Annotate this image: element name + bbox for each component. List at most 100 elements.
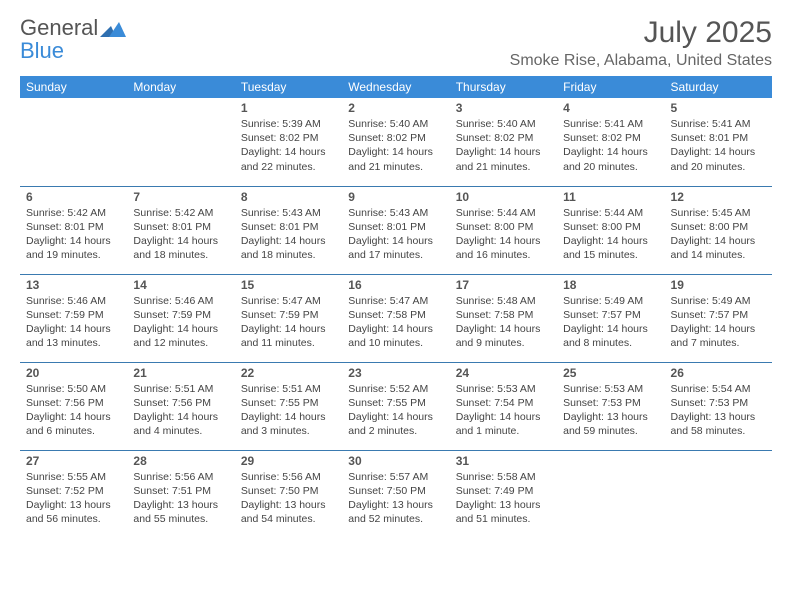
- calendar-cell: 27 Sunrise: 5:55 AMSunset: 7:52 PMDayligh…: [20, 450, 127, 538]
- day-number: 12: [671, 190, 766, 204]
- day-detail: Sunrise: 5:46 AMSunset: 7:59 PMDaylight:…: [26, 294, 121, 351]
- calendar-cell: 5 Sunrise: 5:41 AMSunset: 8:01 PMDaylight…: [665, 98, 772, 186]
- day-number: 17: [456, 278, 551, 292]
- day-detail: Sunrise: 5:39 AMSunset: 8:02 PMDaylight:…: [241, 117, 336, 174]
- day-number: 26: [671, 366, 766, 380]
- day-detail: Sunrise: 5:51 AMSunset: 7:56 PMDaylight:…: [133, 382, 228, 439]
- day-detail: Sunrise: 5:54 AMSunset: 7:53 PMDaylight:…: [671, 382, 766, 439]
- day-number: 31: [456, 454, 551, 468]
- day-number: 23: [348, 366, 443, 380]
- day-detail: Sunrise: 5:44 AMSunset: 8:00 PMDaylight:…: [456, 206, 551, 263]
- day-number: 25: [563, 366, 658, 380]
- logo: GeneralBlue: [20, 16, 126, 62]
- day-detail: Sunrise: 5:45 AMSunset: 8:00 PMDaylight:…: [671, 206, 766, 263]
- day-number: 28: [133, 454, 228, 468]
- day-detail: Sunrise: 5:46 AMSunset: 7:59 PMDaylight:…: [133, 294, 228, 351]
- day-number: 9: [348, 190, 443, 204]
- day-number: 30: [348, 454, 443, 468]
- calendar-cell: 2Sunrise: 5:40 AMSunset: 8:02 PMDaylight…: [342, 98, 449, 186]
- title-block: July 2025 Smoke Rise, Alabama, United St…: [510, 16, 772, 70]
- calendar-cell: [20, 98, 127, 186]
- logo-text-1: General: [20, 15, 98, 40]
- day-detail: Sunrise: 5:58 AMSunset: 7:49 PMDaylight:…: [456, 470, 551, 527]
- day-number: 18: [563, 278, 658, 292]
- calendar-cell: 26 Sunrise: 5:54 AMSunset: 7:53 PMDayligh…: [665, 362, 772, 450]
- day-detail: Sunrise: 5:55 AMSunset: 7:52 PMDaylight:…: [26, 470, 121, 527]
- calendar-header-row: SundayMondayTuesdayWednesdayThursdayFrid…: [20, 76, 772, 98]
- day-detail: Sunrise: 5:43 AMSunset: 8:01 PMDaylight:…: [241, 206, 336, 263]
- day-detail: Sunrise: 5:50 AMSunset: 7:56 PMDaylight:…: [26, 382, 121, 439]
- calendar-cell: 30 Sunrise: 5:57 AMSunset: 7:50 PMDayligh…: [342, 450, 449, 538]
- calendar-cell: [127, 98, 234, 186]
- weekday-header: Saturday: [665, 76, 772, 98]
- day-number: 11: [563, 190, 658, 204]
- day-number: 3: [456, 101, 551, 115]
- day-number: 14: [133, 278, 228, 292]
- day-number: 20: [26, 366, 121, 380]
- weekday-header: Sunday: [20, 76, 127, 98]
- logo-mark-icon: [100, 18, 126, 36]
- weekday-header: Monday: [127, 76, 234, 98]
- weekday-header: Tuesday: [235, 76, 342, 98]
- day-detail: Sunrise: 5:52 AMSunset: 7:55 PMDaylight:…: [348, 382, 443, 439]
- day-detail: Sunrise: 5:47 AMSunset: 7:59 PMDaylight:…: [241, 294, 336, 351]
- day-detail: Sunrise: 5:42 AMSunset: 8:01 PMDaylight:…: [133, 206, 228, 263]
- day-detail: Sunrise: 5:56 AMSunset: 7:50 PMDaylight:…: [241, 470, 336, 527]
- calendar-cell: 4Sunrise: 5:41 AMSunset: 8:02 PMDaylight…: [557, 98, 664, 186]
- calendar-table: SundayMondayTuesdayWednesdayThursdayFrid…: [20, 76, 772, 538]
- calendar-cell: 24 Sunrise: 5:53 AMSunset: 7:54 PMDayligh…: [450, 362, 557, 450]
- calendar-cell: 21 Sunrise: 5:51 AMSunset: 7:56 PMDayligh…: [127, 362, 234, 450]
- day-detail: Sunrise: 5:43 AMSunset: 8:01 PMDaylight:…: [348, 206, 443, 263]
- calendar-cell: 17 Sunrise: 5:48 AMSunset: 7:58 PMDayligh…: [450, 274, 557, 362]
- calendar-cell: 20 Sunrise: 5:50 AMSunset: 7:56 PMDayligh…: [20, 362, 127, 450]
- day-number: 27: [26, 454, 121, 468]
- calendar-cell: 23 Sunrise: 5:52 AMSunset: 7:55 PMDayligh…: [342, 362, 449, 450]
- day-detail: Sunrise: 5:40 AMSunset: 8:02 PMDaylight:…: [456, 117, 551, 174]
- calendar-cell: 7 Sunrise: 5:42 AMSunset: 8:01 PMDaylight…: [127, 186, 234, 274]
- calendar-cell: 19Sunrise: 5:49 AMSunset: 7:57 PMDayligh…: [665, 274, 772, 362]
- calendar-cell: 3 Sunrise: 5:40 AMSunset: 8:02 PMDaylight…: [450, 98, 557, 186]
- day-detail: Sunrise: 5:53 AMSunset: 7:54 PMDaylight:…: [456, 382, 551, 439]
- day-number: 5: [671, 101, 766, 115]
- calendar-cell: 25 Sunrise: 5:53 AMSunset: 7:53 PMDayligh…: [557, 362, 664, 450]
- calendar-cell: 13 Sunrise: 5:46 AMSunset: 7:59 PMDayligh…: [20, 274, 127, 362]
- day-detail: Sunrise: 5:42 AMSunset: 8:01 PMDaylight:…: [26, 206, 121, 263]
- day-detail: Sunrise: 5:41 AMSunset: 8:01 PMDaylight:…: [671, 117, 766, 174]
- day-number: 24: [456, 366, 551, 380]
- calendar-cell: [557, 450, 664, 538]
- day-detail: Sunrise: 5:44 AMSunset: 8:00 PMDaylight:…: [563, 206, 658, 263]
- calendar-cell: 15Sunrise: 5:47 AMSunset: 7:59 PMDayligh…: [235, 274, 342, 362]
- day-number: 13: [26, 278, 121, 292]
- calendar-cell: 18Sunrise: 5:49 AMSunset: 7:57 PMDayligh…: [557, 274, 664, 362]
- weekday-header: Wednesday: [342, 76, 449, 98]
- day-number: 19: [671, 278, 766, 292]
- day-number: 21: [133, 366, 228, 380]
- calendar-cell: 22Sunrise: 5:51 AMSunset: 7:55 PMDayligh…: [235, 362, 342, 450]
- calendar-cell: 10Sunrise: 5:44 AMSunset: 8:00 PMDayligh…: [450, 186, 557, 274]
- calendar-cell: 28 Sunrise: 5:56 AMSunset: 7:51 PMDayligh…: [127, 450, 234, 538]
- calendar-cell: 29Sunrise: 5:56 AMSunset: 7:50 PMDayligh…: [235, 450, 342, 538]
- weekday-header: Friday: [557, 76, 664, 98]
- calendar-cell: 16Sunrise: 5:47 AMSunset: 7:58 PMDayligh…: [342, 274, 449, 362]
- calendar-cell: 8 Sunrise: 5:43 AMSunset: 8:01 PMDaylight…: [235, 186, 342, 274]
- day-number: 7: [133, 190, 228, 204]
- page-title: July 2025: [510, 16, 772, 50]
- calendar-cell: 1Sunrise: 5:39 AMSunset: 8:02 PMDaylight…: [235, 98, 342, 186]
- location-text: Smoke Rise, Alabama, United States: [510, 52, 772, 70]
- calendar-cell: 11 Sunrise: 5:44 AMSunset: 8:00 PMDayligh…: [557, 186, 664, 274]
- weekday-header: Thursday: [450, 76, 557, 98]
- calendar-cell: 6Sunrise: 5:42 AMSunset: 8:01 PMDaylight…: [20, 186, 127, 274]
- day-detail: Sunrise: 5:48 AMSunset: 7:58 PMDaylight:…: [456, 294, 551, 351]
- day-number: 8: [241, 190, 336, 204]
- day-number: 22: [241, 366, 336, 380]
- calendar-cell: [665, 450, 772, 538]
- day-detail: Sunrise: 5:57 AMSunset: 7:50 PMDaylight:…: [348, 470, 443, 527]
- calendar-cell: 12 Sunrise: 5:45 AMSunset: 8:00 PMDayligh…: [665, 186, 772, 274]
- calendar-cell: 31 Sunrise: 5:58 AMSunset: 7:49 PMDayligh…: [450, 450, 557, 538]
- calendar-cell: 14 Sunrise: 5:46 AMSunset: 7:59 PMDayligh…: [127, 274, 234, 362]
- day-detail: Sunrise: 5:56 AMSunset: 7:51 PMDaylight:…: [133, 470, 228, 527]
- header: GeneralBlue July 2025 Smoke Rise, Alabam…: [20, 16, 772, 70]
- calendar-cell: 9 Sunrise: 5:43 AMSunset: 8:01 PMDaylight…: [342, 186, 449, 274]
- day-detail: Sunrise: 5:53 AMSunset: 7:53 PMDaylight:…: [563, 382, 658, 439]
- day-number: 4: [563, 101, 658, 115]
